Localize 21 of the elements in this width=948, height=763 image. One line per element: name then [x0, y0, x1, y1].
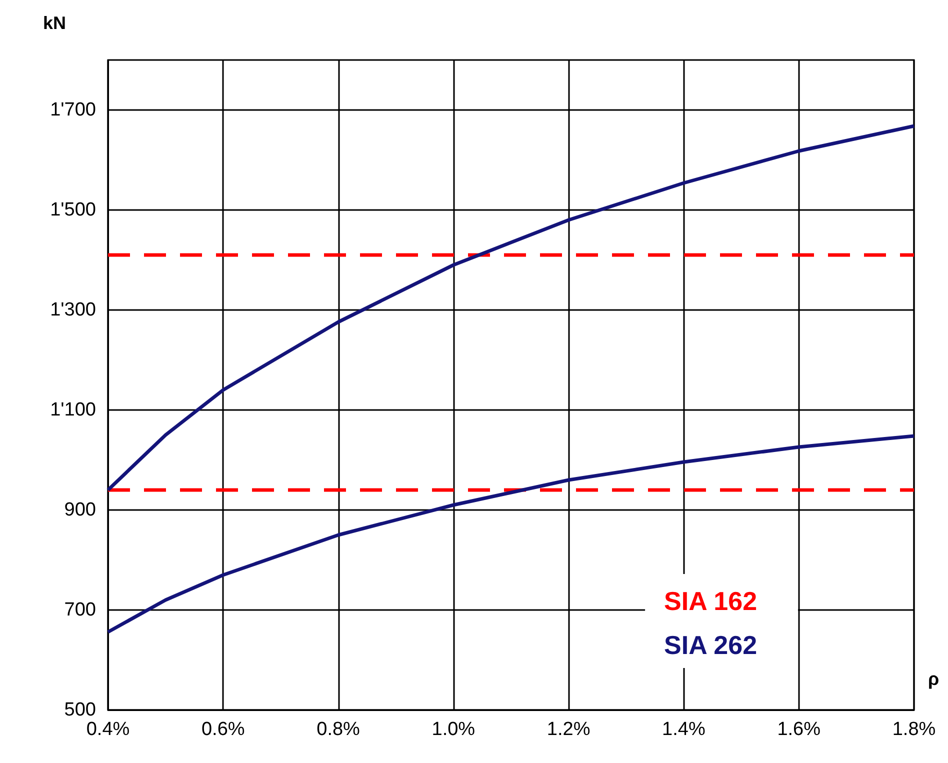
- y-tick-label: 700: [64, 600, 96, 620]
- y-tick-label: 1'100: [50, 400, 96, 420]
- line-series: [106, 434, 916, 634]
- x-tick-label: 0.6%: [201, 719, 245, 740]
- x-tick-label: 1.4%: [662, 719, 706, 740]
- y-tick-label: 900: [64, 500, 96, 520]
- x-tick-label: 0.8%: [316, 719, 360, 740]
- x-tick-label: 1.6%: [777, 719, 821, 740]
- y-axis-title: kN: [42, 13, 66, 33]
- text: SIA 162: [664, 586, 758, 616]
- y-tick-label: 1'500: [50, 200, 96, 220]
- line-series: [106, 124, 916, 492]
- x-tick-label: 0.4%: [86, 719, 130, 740]
- text: SIA 262: [664, 630, 758, 660]
- x-tick-label: 1.2%: [546, 719, 590, 740]
- y-tick-label: 500: [64, 700, 96, 720]
- x-tick-label: 1.0%: [432, 719, 476, 740]
- x-tick-label: 1.8%: [892, 719, 936, 740]
- y-tick-label: 1'300: [50, 300, 96, 320]
- y-tick-label: 1'700: [50, 100, 96, 120]
- x-axis-title: ρ: [928, 669, 940, 689]
